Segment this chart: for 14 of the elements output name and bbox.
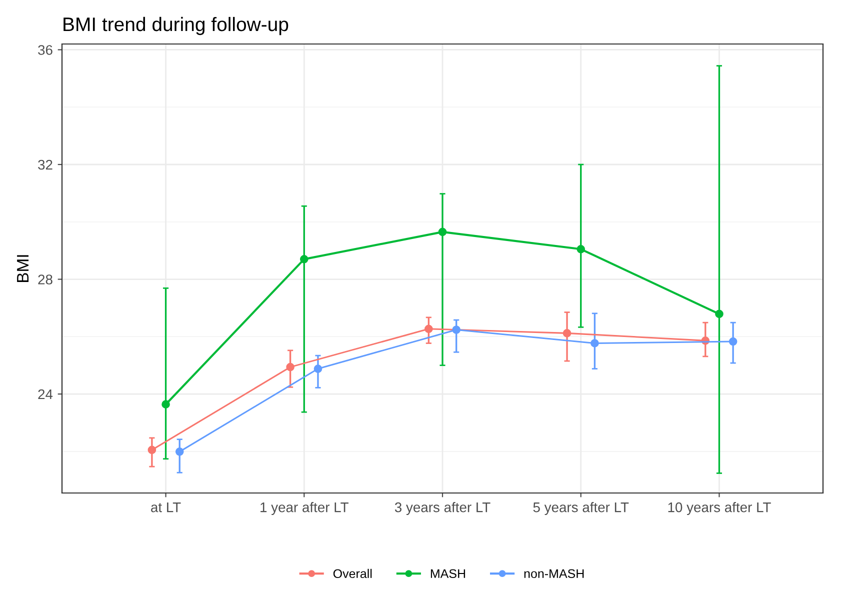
y-tick-label: 36 [38,45,52,55]
y-tick-label: 28 [38,274,52,284]
y-axis-title: BMI [17,255,29,282]
x-tick-label: 3 years after LT [394,502,490,515]
x-tick-label: at LT [151,502,181,512]
y-tick-label: 24 [38,389,53,400]
chart-title: BMI trend during follow-up [64,16,288,36]
legend-label: Overall [333,568,372,578]
x-tick-label: 5 years after LT [533,502,629,515]
legend-label: non-MASH [524,569,584,578]
x-tick-label: 10 years after LT [668,502,771,515]
legend-label: MASH [430,569,466,578]
x-tick-label: 1 year after LT [260,502,348,515]
y-tick-label: 32 [38,160,52,170]
